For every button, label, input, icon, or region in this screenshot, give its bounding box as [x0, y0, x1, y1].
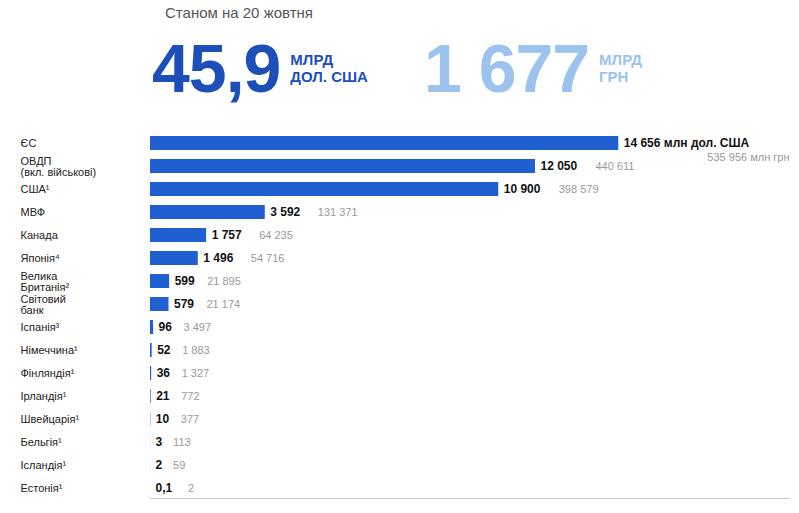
svg-text:1 757: 1 757	[212, 228, 242, 242]
svg-text:Ісландія¹: Ісландія¹	[21, 459, 67, 471]
svg-text:2: 2	[156, 458, 163, 472]
svg-text:МВФ: МВФ	[21, 206, 46, 218]
svg-text:ЄС: ЄС	[21, 137, 37, 149]
svg-text:1 3271327: 1 3271327	[182, 367, 210, 379]
svg-text:21 89521895: 21 89521895	[207, 275, 241, 287]
svg-text:3: 3	[156, 435, 163, 449]
svg-text:Канада: Канада	[21, 229, 59, 241]
svg-text:Фінляндія¹: Фінляндія¹	[21, 367, 75, 379]
svg-text:52: 52	[157, 343, 171, 357]
html-text:ДОЛ. США: ДОЛ. США	[290, 68, 368, 85]
svg-text:599: 599	[175, 274, 195, 288]
svg-text:10: 10	[156, 412, 170, 426]
svg-text:131 371131371: 131 371131371	[318, 206, 358, 218]
svg-text:Японія⁴: Японія⁴	[21, 252, 60, 264]
svg-text:5959: 5959	[173, 459, 185, 471]
svg-text:772772: 772772	[181, 390, 199, 402]
svg-text:Швейцарія¹: Швейцарія¹	[21, 413, 80, 425]
svg-text:377377: 377377	[181, 413, 199, 425]
svg-text:96: 96	[159, 320, 173, 334]
svg-text:3 4973497: 3 4973497	[184, 321, 212, 333]
svg-text:Естонія¹: Естонія¹	[21, 482, 63, 494]
svg-text:64 23564235: 64 23564235	[259, 229, 293, 241]
svg-text:14 656 млн дол. США: 14 656 млн дол. США	[624, 136, 750, 150]
svg-text:Іспанія³: Іспанія³	[21, 321, 60, 333]
svg-text:0,1: 0,1	[156, 481, 173, 495]
svg-text:21 17421174: 21 17421174	[206, 298, 240, 310]
svg-text:579: 579	[174, 297, 194, 311]
svg-text:ОВДП(вкл. військові): ОВДП(вкл. військові)	[21, 155, 97, 178]
html-text:МЛРД: МЛРД	[290, 50, 334, 68]
svg-text:36: 36	[157, 366, 171, 380]
svg-text:Ірландія¹: Ірландія¹	[21, 390, 67, 402]
svg-text:21: 21	[156, 389, 170, 403]
svg-text:12 050: 12 050	[540, 159, 577, 173]
html-text:45,9: 45,9	[152, 30, 281, 106]
svg-text:Німеччина¹: Німеччина¹	[21, 344, 79, 356]
svg-text:535 956 млн грн535956: 535 956 млн грн535956	[707, 151, 789, 163]
html-text:ГРН: ГРН	[599, 68, 629, 85]
svg-text:1 8831883: 1 8831883	[182, 344, 210, 356]
svg-text:1 496: 1 496	[203, 251, 233, 265]
svg-text:22: 22	[188, 482, 194, 494]
html-text:МЛРД: МЛРД	[599, 50, 642, 68]
svg-text:Світовийбанк: Світовийбанк	[21, 293, 66, 316]
svg-text:10 900: 10 900	[504, 182, 541, 196]
svg-text:440 611440611: 440 611440611	[595, 160, 634, 172]
html-text:1 677: 1 677	[423, 30, 590, 106]
svg-text:Бельгія¹: Бельгія¹	[21, 436, 63, 448]
svg-text:США¹: США¹	[21, 183, 50, 195]
html-text:Станом на 20 жовтня: Станом на 20 жовтня	[165, 4, 313, 21]
svg-text:113113: 113113	[173, 436, 191, 448]
svg-text:3 592: 3 592	[270, 205, 300, 219]
svg-text:54 71654716: 54 71654716	[251, 252, 285, 264]
svg-text:ВеликаБританія²: ВеликаБританія²	[21, 270, 70, 293]
svg-text:398 579398579: 398 579398579	[559, 183, 599, 195]
